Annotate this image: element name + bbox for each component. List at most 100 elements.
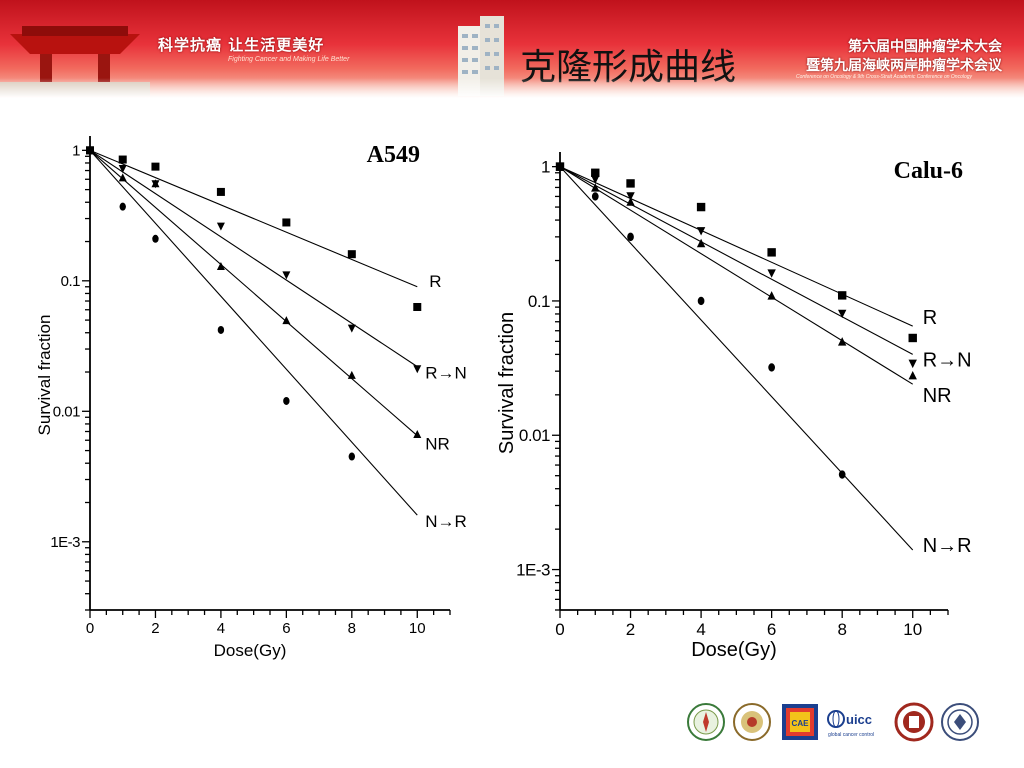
y-tick-label: 0.01 xyxy=(519,426,550,445)
y-axis-label: Survival fraction xyxy=(496,312,518,454)
data-point-1-6 xyxy=(413,365,422,374)
fit-line-3 xyxy=(89,149,418,516)
data-point-2-2 xyxy=(626,197,635,206)
x-tick-label: 4 xyxy=(696,620,705,639)
y-tick-label: 0.1 xyxy=(528,292,550,311)
data-point-0-1 xyxy=(591,168,600,177)
data-point-0-1 xyxy=(118,155,127,164)
x-tick-label: 8 xyxy=(837,620,846,639)
fit-line-2 xyxy=(559,166,914,385)
data-point-3-5 xyxy=(838,470,846,479)
data-point-0-5 xyxy=(347,250,356,259)
x-tick-label: 0 xyxy=(86,620,94,637)
data-point-1-5 xyxy=(837,309,847,319)
data-point-0-2 xyxy=(626,179,635,188)
data-point-3-4 xyxy=(283,396,290,405)
cae-logo: CAE xyxy=(782,704,818,740)
data-point-2-6 xyxy=(908,370,917,380)
x-tick-label: 2 xyxy=(626,620,635,639)
data-point-2-3 xyxy=(216,261,225,270)
data-point-2-3 xyxy=(696,238,706,248)
data-point-3-5 xyxy=(348,452,356,461)
x-tick-label: 8 xyxy=(348,620,356,637)
data-point-2-4 xyxy=(282,316,291,325)
series-label: R xyxy=(923,307,937,329)
data-point-2-6 xyxy=(413,429,422,438)
x-tick-label: 6 xyxy=(282,620,290,637)
x-axis-label: Dose(Gy) xyxy=(691,639,777,661)
uicc-logo-text: uicc xyxy=(846,712,872,727)
series-label: R xyxy=(429,272,441,291)
series-label: NR xyxy=(425,435,450,454)
data-point-2-1 xyxy=(591,183,600,192)
hospital-seal-logo xyxy=(941,703,979,741)
uicc-logo: uicc global cancer control xyxy=(827,710,874,738)
y-tick-label: 1 xyxy=(72,143,80,160)
series-label: N→R xyxy=(923,535,972,557)
data-point-2-2 xyxy=(151,179,160,188)
chart-title: A549 xyxy=(367,142,420,168)
fit-line-2 xyxy=(89,149,418,437)
data-point-2-5 xyxy=(347,370,356,379)
data-point-0-5 xyxy=(837,291,847,300)
data-point-1-2 xyxy=(626,192,635,201)
data-point-3-2 xyxy=(152,234,159,243)
y-tick-label: 1E-3 xyxy=(50,534,80,551)
data-point-0-6 xyxy=(908,333,917,343)
y-tick-label: 0.01 xyxy=(53,404,80,421)
data-point-3-3 xyxy=(697,296,705,306)
x-tick-label: 0 xyxy=(555,620,564,639)
data-point-1-6 xyxy=(908,359,917,369)
data-point-3-2 xyxy=(627,232,634,242)
uicc-logo-subtext: global cancer control xyxy=(828,732,874,738)
conference-title-line1: 第六届中国肿瘤学术大会 xyxy=(848,39,1002,55)
x-tick-label: 6 xyxy=(767,620,776,639)
y-axis-label: Survival fraction xyxy=(35,315,54,436)
fit-line-1 xyxy=(559,166,913,355)
data-point-0-4 xyxy=(767,248,776,257)
x-tick-label: 2 xyxy=(151,620,159,637)
x-axis-label: Dose(Gy) xyxy=(214,641,287,660)
series-label: NR xyxy=(923,385,952,407)
data-point-1-5 xyxy=(347,324,356,333)
data-point-1-3 xyxy=(216,222,225,231)
data-point-3-4 xyxy=(768,363,775,372)
calu6-survival-chart: 0 2 4 6 8 10 1 0.1 0.01 1E-3 Dose(Gy) Survival frac… xyxy=(496,152,972,661)
x-tick-label: 10 xyxy=(409,620,426,637)
conference-title-english: Conference on Oncology & 9th Cross-Strai… xyxy=(796,74,973,80)
data-point-0-4 xyxy=(282,218,291,227)
series-label: R→N xyxy=(425,364,467,383)
sponsor-logos: CAE uicc global cancer control xyxy=(686,702,979,744)
data-point-3-1 xyxy=(119,202,126,211)
header-slogan: 科学抗癌 让生活更美好 xyxy=(158,36,325,54)
header-slogan-english: Fighting Cancer and Making Life Better xyxy=(228,56,350,63)
y-tick-label: 1 xyxy=(541,158,550,177)
data-point-1-4 xyxy=(767,269,776,278)
data-point-2-1 xyxy=(118,173,127,182)
conference-title-line2: 暨第九届海峡两岸肿瘤学术会议 xyxy=(806,58,1002,74)
y-tick-label: 0.1 xyxy=(61,273,81,290)
data-point-1-1 xyxy=(118,164,127,173)
university-logo xyxy=(894,702,934,742)
data-point-3-1 xyxy=(591,192,599,201)
data-point-2-5 xyxy=(837,337,847,346)
data-point-2-4 xyxy=(767,291,776,300)
fit-line-0 xyxy=(559,166,913,327)
medical-association-logo xyxy=(733,703,771,741)
series-label: R→N xyxy=(923,349,972,371)
data-point-3-0 xyxy=(86,146,94,155)
data-point-1-3 xyxy=(696,227,706,236)
fit-line-3 xyxy=(559,166,914,551)
fit-line-0 xyxy=(89,149,418,288)
data-point-3-0 xyxy=(556,162,564,171)
data-point-3-3 xyxy=(217,325,225,334)
data-point-0-3 xyxy=(216,187,225,196)
data-point-0-2 xyxy=(151,162,160,171)
data-point-1-1 xyxy=(591,175,600,184)
data-point-0-6 xyxy=(413,302,422,311)
chart-title: Calu-6 xyxy=(894,158,963,184)
y-tick-label: 1E-3 xyxy=(516,561,550,580)
x-tick-label: 10 xyxy=(903,620,922,639)
fit-line-1 xyxy=(89,149,418,368)
anti-cancer-association-logo xyxy=(687,703,725,741)
